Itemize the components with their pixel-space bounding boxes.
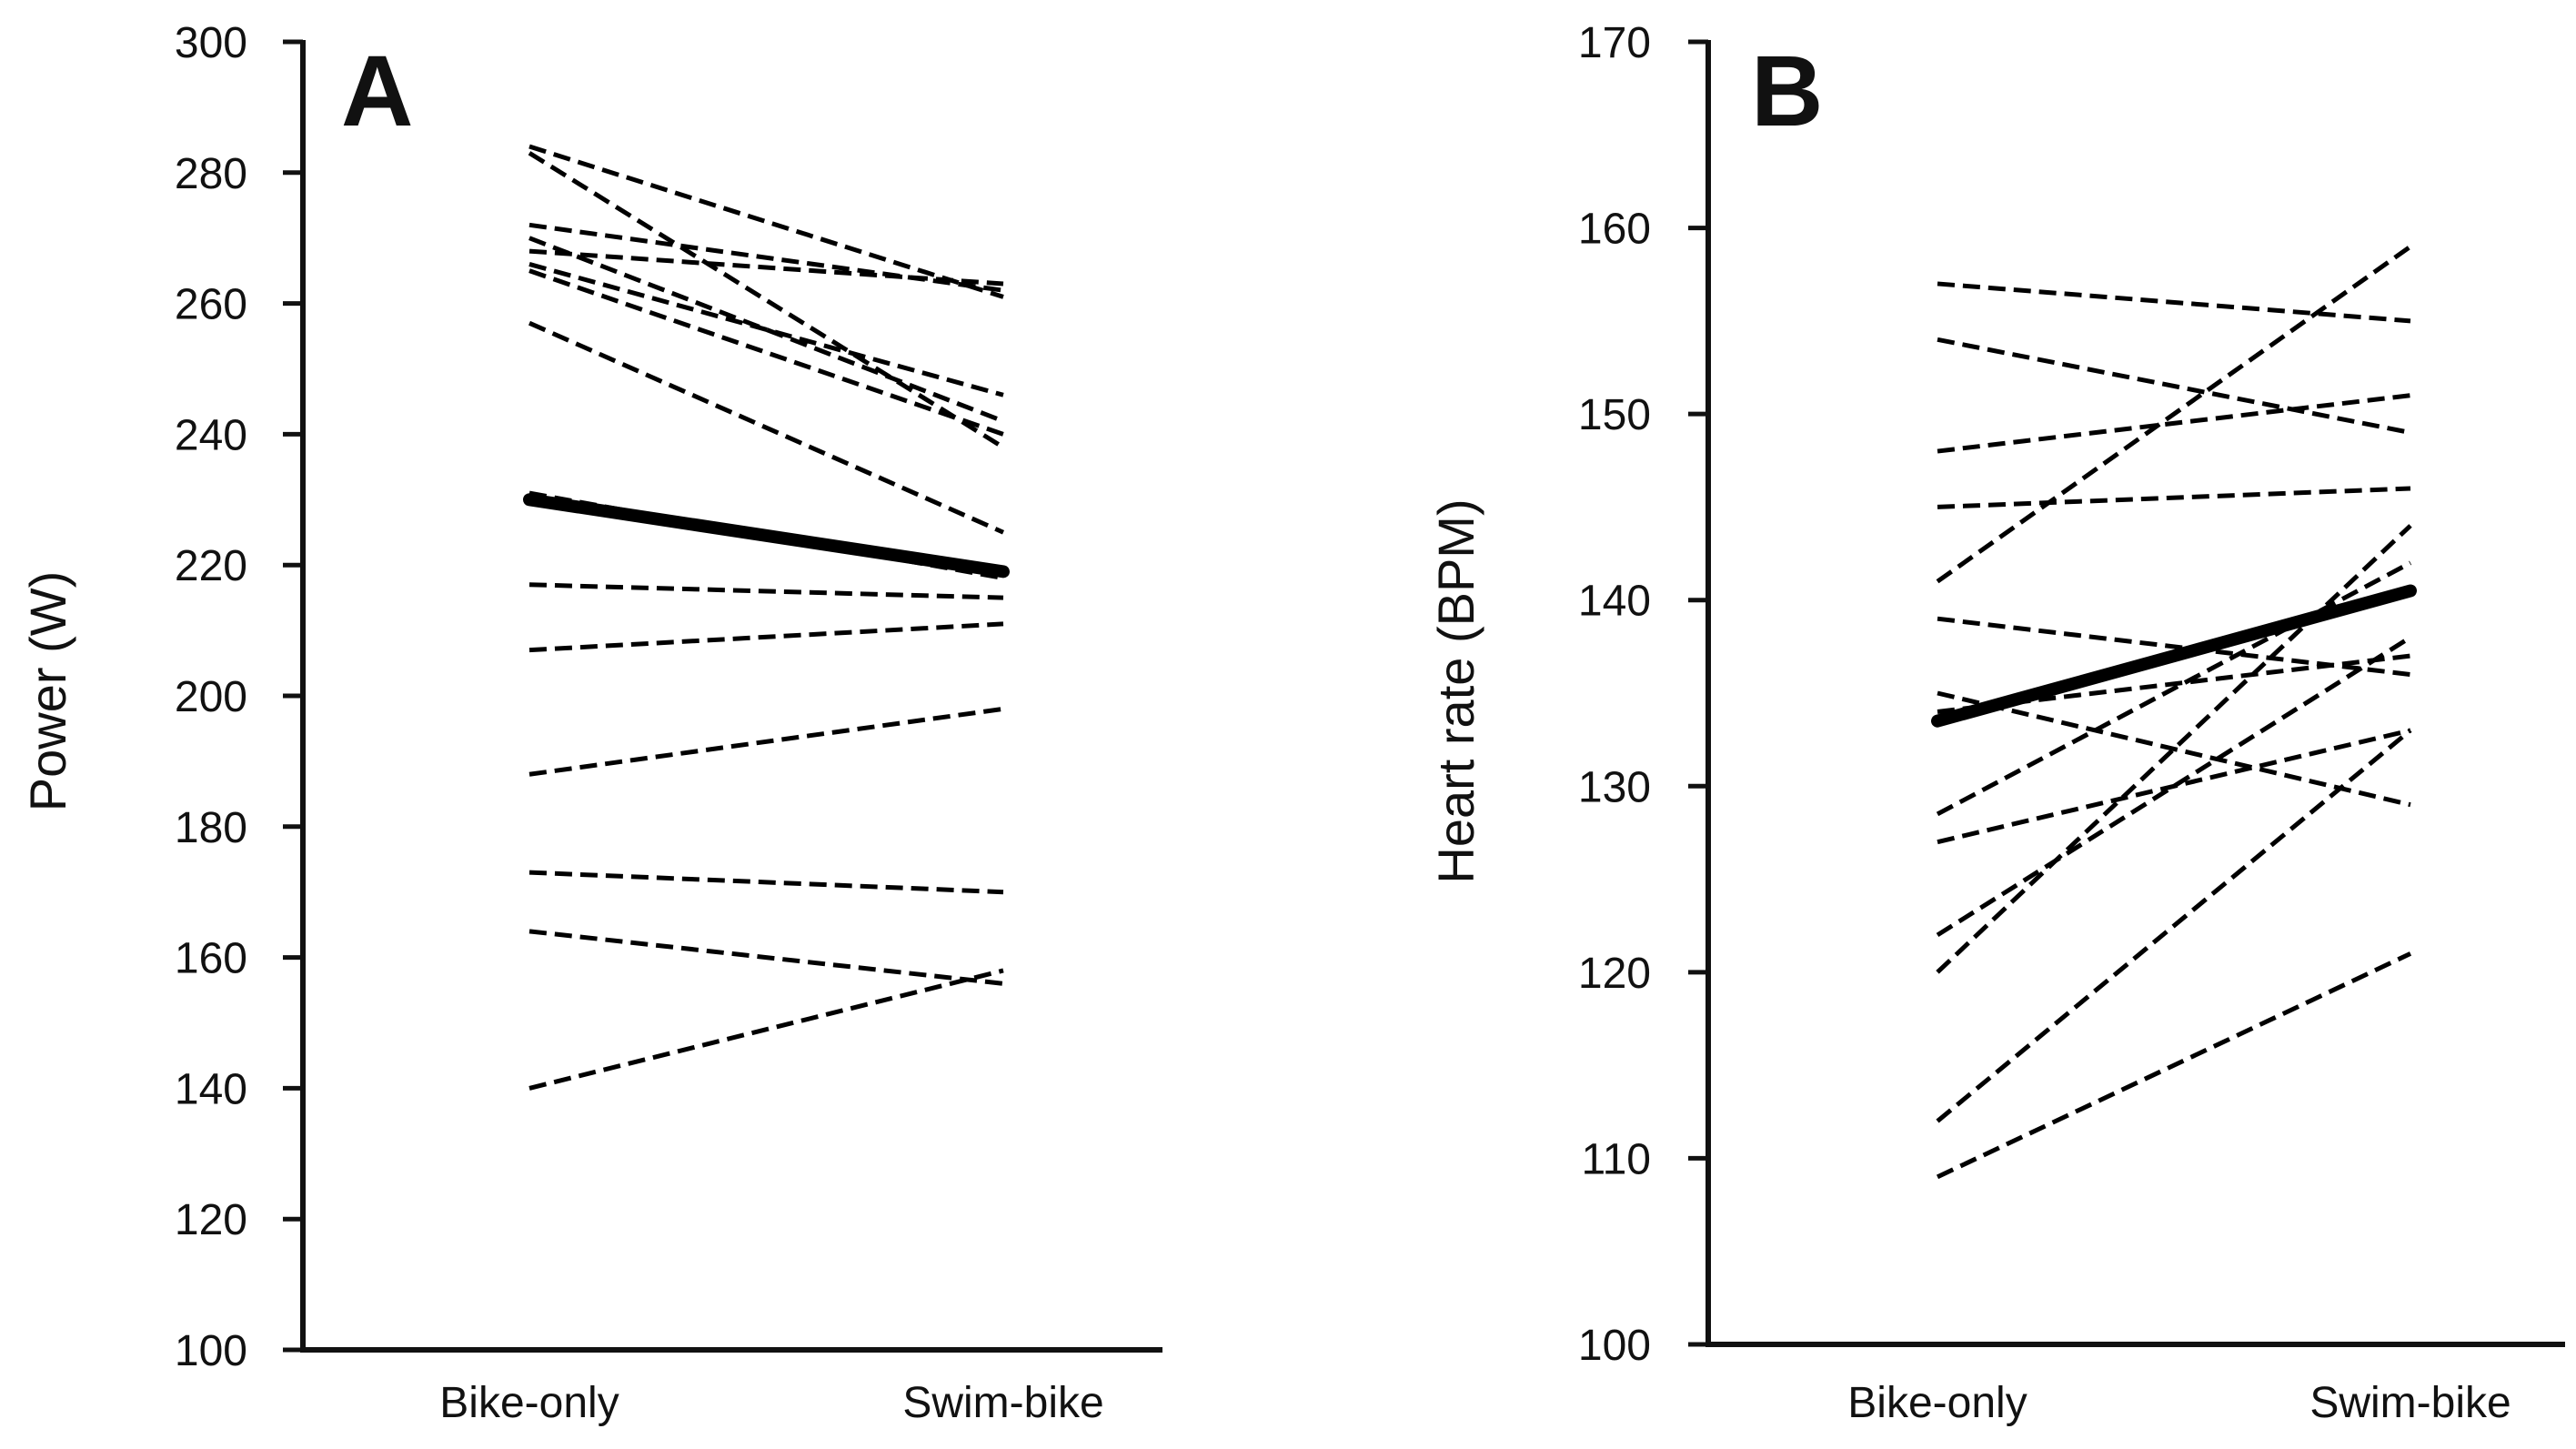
- panel-b-individual-line: [1936, 244, 2412, 584]
- panel-a-y-tick-label: 200: [175, 673, 247, 721]
- panel-a-y-tick-label: 220: [175, 542, 247, 590]
- panel-b-y-tick-label: 130: [1578, 763, 1651, 811]
- panel-b-individual-line: [1936, 635, 2412, 938]
- panel-b-y-tick-label: 150: [1578, 391, 1651, 439]
- panel-a-y-tick-label: 280: [175, 150, 247, 198]
- panel-b: B Heart rate (BPM) 100 110 120 130 140 150 160…: [1427, 19, 2565, 1427]
- panel-a-y-tick-label: 100: [175, 1327, 247, 1375]
- panel-a-individual-line: [528, 582, 1004, 600]
- panel-b-y-axis-title: Heart rate (BPM): [1427, 498, 1484, 883]
- panel-a-individual-line: [528, 236, 1004, 424]
- panel-a-individual-line: [528, 320, 1005, 535]
- panel-b-individual-line: [1937, 281, 2411, 324]
- panel-b-individual-line: [1937, 337, 2411, 436]
- panel-b-letter: B: [1751, 35, 1823, 147]
- panel-a-individual-line: [528, 621, 1004, 653]
- panel-a-letter: A: [341, 35, 413, 147]
- panel-a-y-tick-label: 160: [175, 935, 247, 983]
- panel-a-individual-line: [528, 222, 1004, 293]
- panel-b-individual-line: [1936, 560, 2412, 817]
- panel-a-individual-line: [528, 248, 1004, 287]
- panel-a-individual-line: [528, 706, 1004, 777]
- panel-b-y-tick-label: 120: [1578, 950, 1651, 998]
- panel-b-individual-line: [1937, 486, 2411, 509]
- panel-b-y-tick-label: 100: [1578, 1322, 1651, 1370]
- panel-b-individual-line: [1937, 690, 2411, 808]
- panel-b-individual-line: [1937, 393, 2411, 454]
- panel-b-y-tick-label: 110: [1581, 1135, 1651, 1183]
- panel-a-individual-line: [528, 144, 1004, 299]
- panel-a-mean-line: [523, 493, 1010, 579]
- panel-a-y-tick-label: 260: [175, 281, 247, 329]
- panel-b-individual-line: [1936, 728, 2412, 1123]
- panel-a-x-tick-label: Bike-only: [439, 1379, 619, 1427]
- panel-a-individual-line: [528, 870, 1004, 895]
- panel-b-x-tick-label: Bike-only: [1847, 1379, 2027, 1427]
- panel-b-mean-line: [1931, 584, 2417, 728]
- panel-a-individual-line: [528, 968, 1004, 1091]
- panel-a-y-tick-label: 140: [175, 1065, 247, 1113]
- panel-b-individual-line: [1936, 524, 2412, 974]
- panel-a-individual-line: [528, 262, 1004, 397]
- panel-b-individual-line: [1937, 728, 2411, 845]
- panel-a-y-axis-title: Power (W): [19, 571, 76, 811]
- panel-a-y-tick-label: 180: [175, 804, 247, 852]
- panel-a-individual-line: [528, 268, 1004, 437]
- panel-b-individual-line: [1937, 616, 2411, 678]
- panel-a-y-tick-label: 120: [175, 1196, 247, 1244]
- panel-a-y-tick-label: 240: [175, 411, 247, 459]
- panel-a: A Power (W) 100 120 140 160 180 200 220 240 260 2…: [19, 19, 1162, 1427]
- panel-a-individual-line: [528, 929, 1004, 986]
- panel-b-individual-line: [1936, 951, 2412, 1180]
- panel-a-individual-line: [528, 151, 1005, 449]
- panel-a-y-tick-label: 300: [175, 19, 247, 67]
- panel-b-y-tick-label: 160: [1578, 206, 1651, 254]
- panel-b-y-tick-label: 140: [1578, 578, 1651, 626]
- panel-b-x-tick-label: Swim-bike: [2309, 1379, 2511, 1427]
- panel-b-y-tick-label: 170: [1578, 19, 1651, 67]
- panel-a-x-tick-label: Swim-bike: [902, 1379, 1103, 1427]
